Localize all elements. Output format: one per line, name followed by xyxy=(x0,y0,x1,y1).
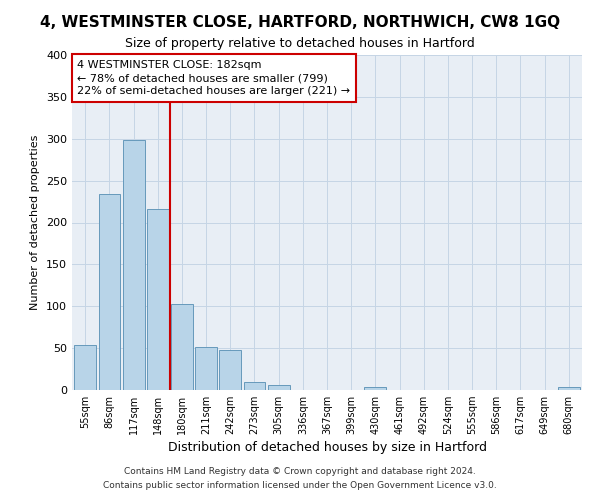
Text: Size of property relative to detached houses in Hartford: Size of property relative to detached ho… xyxy=(125,38,475,51)
Bar xyxy=(98,194,121,390)
Bar xyxy=(147,209,169,390)
Text: 4, WESTMINSTER CLOSE, HARTFORD, NORTHWICH, CW8 1GQ: 4, WESTMINSTER CLOSE, HARTFORD, NORTHWIC… xyxy=(40,15,560,30)
X-axis label: Distribution of detached houses by size in Hartford: Distribution of detached houses by size … xyxy=(167,442,487,454)
Text: Contains HM Land Registry data © Crown copyright and database right 2024.
Contai: Contains HM Land Registry data © Crown c… xyxy=(103,468,497,489)
Bar xyxy=(171,304,193,390)
Y-axis label: Number of detached properties: Number of detached properties xyxy=(31,135,40,310)
Bar xyxy=(364,386,386,390)
Bar xyxy=(74,345,96,390)
Bar xyxy=(195,348,217,390)
Bar xyxy=(244,382,265,390)
Bar xyxy=(123,140,145,390)
Bar xyxy=(558,386,580,390)
Bar xyxy=(220,350,241,390)
Text: 4 WESTMINSTER CLOSE: 182sqm
← 78% of detached houses are smaller (799)
22% of se: 4 WESTMINSTER CLOSE: 182sqm ← 78% of det… xyxy=(77,60,350,96)
Bar xyxy=(268,385,290,390)
